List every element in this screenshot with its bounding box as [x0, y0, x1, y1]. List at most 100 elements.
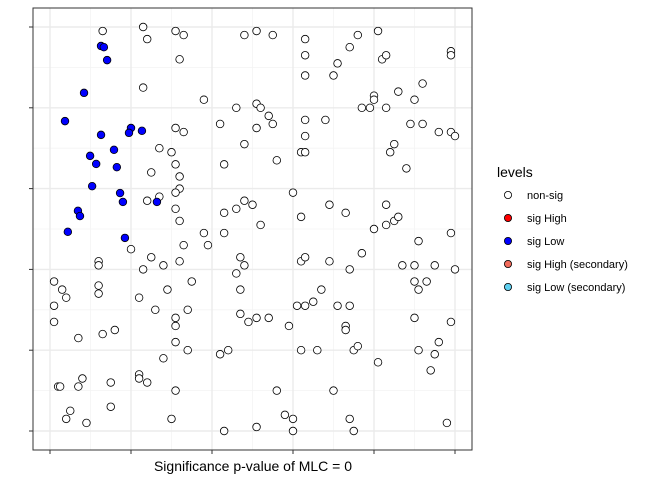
point-sig-low — [112, 162, 122, 172]
point-non-sig — [345, 42, 354, 52]
point-non-sig — [94, 289, 103, 298]
point-non-sig — [272, 386, 281, 395]
point-non-sig — [175, 216, 184, 226]
point-non-sig — [446, 317, 456, 327]
point-non-sig — [232, 269, 241, 278]
point-sig-low — [96, 130, 106, 140]
point-non-sig — [49, 317, 59, 327]
point-non-sig — [171, 26, 180, 36]
point-non-sig — [333, 59, 342, 68]
point-non-sig — [187, 277, 196, 286]
point-non-sig — [398, 261, 407, 270]
point-non-sig — [94, 261, 103, 270]
point-non-sig — [78, 374, 87, 383]
point-sig-low — [91, 159, 101, 169]
point-non-sig — [66, 406, 75, 416]
legend-label: sig High (secondary) — [527, 259, 628, 271]
point-non-sig — [49, 301, 59, 310]
point-non-sig — [199, 228, 209, 238]
point-sig-low — [99, 42, 109, 52]
point-non-sig — [199, 95, 209, 104]
point-non-sig — [402, 164, 411, 173]
legend-title: levels — [497, 164, 533, 180]
point-sig-low — [79, 88, 89, 98]
point-non-sig — [296, 212, 306, 222]
point-non-sig — [325, 257, 334, 266]
point-non-sig — [171, 386, 180, 395]
legend-key — [503, 236, 512, 245]
point-non-sig — [434, 127, 443, 137]
legend-label: sig Low — [527, 236, 564, 248]
point-non-sig — [252, 26, 261, 36]
point-sig-low — [63, 227, 73, 237]
point-non-sig — [292, 301, 302, 310]
point-non-sig — [175, 172, 184, 181]
point-non-sig — [256, 103, 265, 112]
point-non-sig — [240, 261, 249, 270]
legend-item: non-sig — [503, 190, 563, 202]
point-sig-low — [60, 116, 70, 126]
point-non-sig — [345, 414, 354, 424]
point-non-sig — [442, 418, 452, 428]
point-non-sig — [430, 350, 439, 359]
axis-ticks — [29, 26, 456, 454]
point-non-sig — [345, 265, 354, 274]
point-non-sig — [300, 115, 310, 125]
point-non-sig — [171, 160, 180, 169]
point-non-sig — [159, 261, 168, 270]
point-sig-low — [109, 145, 119, 155]
point-sig-low — [118, 197, 128, 207]
point-non-sig — [74, 382, 83, 391]
point-non-sig — [381, 220, 391, 230]
point-non-sig — [430, 261, 439, 270]
point-non-sig — [171, 204, 180, 213]
point-non-sig — [357, 103, 367, 112]
point-non-sig — [171, 321, 180, 331]
point-non-sig — [155, 143, 164, 153]
legend-label: sig Low (secondary) — [527, 282, 625, 294]
point-non-sig — [82, 418, 91, 428]
point-non-sig — [268, 30, 277, 40]
point-non-sig — [175, 55, 184, 64]
legend-key — [503, 213, 512, 222]
point-non-sig — [385, 148, 395, 157]
point-non-sig — [167, 148, 176, 157]
point-sig-low — [152, 197, 162, 207]
point-non-sig — [62, 293, 71, 302]
point-non-sig — [224, 346, 233, 355]
point-non-sig — [288, 188, 298, 197]
point-non-sig — [272, 156, 281, 165]
legend-item: sig Low (secondary) — [503, 282, 625, 294]
point-non-sig — [296, 346, 306, 355]
point-non-sig — [321, 115, 330, 125]
point-non-sig — [147, 168, 156, 177]
point-sig-low — [115, 188, 125, 198]
point-non-sig — [329, 71, 338, 80]
point-non-sig — [353, 341, 362, 351]
point-non-sig — [232, 204, 241, 213]
point-non-sig — [369, 95, 379, 104]
point-non-sig — [62, 414, 71, 424]
legend-key — [503, 259, 512, 268]
point-sig-low — [137, 126, 147, 136]
legend-key — [503, 282, 512, 291]
point-non-sig — [179, 30, 188, 40]
point-non-sig — [49, 277, 59, 286]
point-non-sig — [381, 51, 391, 60]
panel-border — [32, 7, 473, 451]
point-sig-low — [102, 55, 112, 65]
point-non-sig — [98, 26, 107, 36]
point-non-sig — [171, 313, 180, 323]
data-points — [49, 22, 460, 436]
point-non-sig — [143, 34, 152, 44]
point-non-sig — [106, 402, 115, 411]
point-non-sig — [55, 382, 65, 391]
point-non-sig — [410, 261, 419, 270]
point-non-sig — [280, 410, 290, 420]
point-non-sig — [329, 386, 338, 395]
point-non-sig — [394, 87, 403, 96]
point-non-sig — [179, 240, 188, 250]
point-non-sig — [244, 317, 253, 327]
point-sig-low — [124, 128, 134, 138]
point-non-sig — [143, 378, 152, 387]
